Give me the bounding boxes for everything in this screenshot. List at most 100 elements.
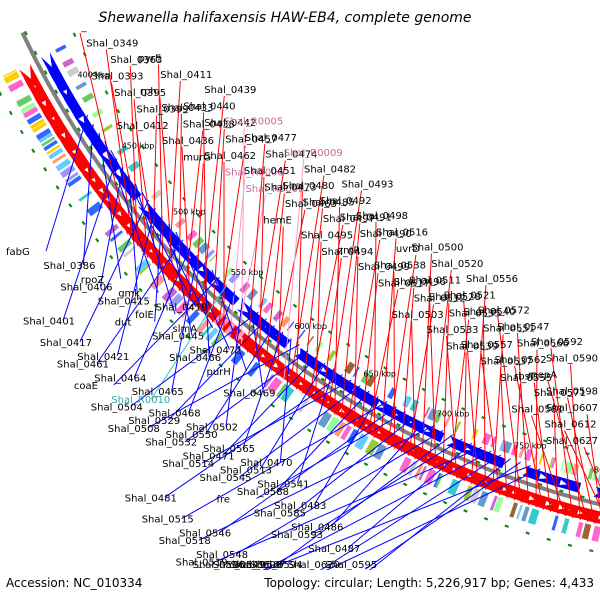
- cog-block-outer: [16, 94, 33, 108]
- cog-block-outer: [317, 411, 333, 429]
- gene-label: Shal_0520: [431, 259, 483, 270]
- leader-line: [567, 397, 596, 524]
- gene-label: Shal_0493: [342, 180, 394, 191]
- gene-label: Shal_R0009: [284, 148, 343, 159]
- gene-label: Shal_0477: [245, 133, 297, 144]
- gene-label: Shal_0500: [411, 243, 463, 254]
- gene-label: hemE: [263, 216, 292, 227]
- rna-feature: [224, 322, 236, 335]
- gene-label: Shal_0494: [321, 247, 373, 258]
- gene-label: Shal_0470: [240, 458, 292, 469]
- gene-label: Shal_0515: [142, 515, 194, 526]
- gene-label: Shal_0492: [320, 196, 372, 207]
- gene-label: Shal_0499: [358, 262, 410, 273]
- leader-line: [327, 190, 362, 411]
- forward-gene-arrow: [431, 455, 456, 475]
- leader-line: [135, 183, 176, 315]
- forward-gene-arrow: [228, 326, 259, 354]
- cog-block-outer: [64, 171, 79, 183]
- leader-line: [130, 311, 259, 407]
- gene-label: Shal_0504: [91, 402, 143, 413]
- leader-line: [178, 113, 182, 291]
- gene-label: gmk: [118, 289, 140, 300]
- leader-line: [314, 241, 322, 403]
- gene-label: Shal_0412: [117, 121, 169, 132]
- cog-block-inner: [524, 448, 533, 461]
- gene-label: Shal_0585: [254, 508, 306, 519]
- gene-label: Shal_0482: [304, 165, 356, 176]
- cog-block-outer: [280, 386, 295, 403]
- leader-line: [535, 349, 538, 508]
- gene-label: Shal_0627: [546, 436, 598, 447]
- gene-label: Shal_0462: [204, 151, 256, 162]
- leader-line: [290, 454, 502, 590]
- reverse-gene-arrow: [63, 93, 86, 120]
- gene-label: Shal_0401: [23, 317, 75, 328]
- cog-block-inner: [228, 272, 240, 284]
- cog-block-outer: [48, 147, 64, 160]
- gene-label: Shal_0491: [340, 213, 392, 224]
- leader-line: [387, 254, 417, 446]
- cog-block-outer: [86, 201, 103, 217]
- leader-line: [215, 446, 482, 563]
- leader-line: [497, 316, 522, 503]
- leader-line: [218, 406, 397, 534]
- gene-label: Shal_0533: [427, 325, 479, 336]
- rna-feature: [213, 312, 224, 325]
- gene-label: Shal_0465: [132, 387, 184, 398]
- reverse-gene-arrow: [247, 311, 269, 331]
- cog-block-inner: [91, 108, 104, 119]
- gene-label: Shal_0490: [360, 229, 412, 240]
- gene-label: Shal_0516: [376, 228, 428, 239]
- cog-block-inner: [454, 421, 462, 433]
- cog-block-outer: [30, 118, 45, 130]
- leader-line: [428, 286, 437, 469]
- cog-block-inner: [549, 456, 554, 468]
- gene-label: Shal_0541: [257, 479, 309, 490]
- cog-block-outer: [123, 245, 137, 258]
- leader-line: [330, 420, 425, 527]
- gene-label: fabG: [6, 247, 30, 258]
- feature-tracks: [0, 12, 600, 554]
- accession-text: Accession: NC_010334: [6, 576, 142, 590]
- label-leader-lines: [45, 32, 600, 600]
- gene-label: Shal_0607: [546, 403, 598, 414]
- leader-line: [279, 338, 292, 462]
- cog-block-outer: [32, 122, 47, 133]
- leader-line: [310, 438, 463, 535]
- scale-tick-700-kbp: 700 kbp: [437, 409, 470, 418]
- scale-tick-400-kbp: 400 kbp: [77, 71, 110, 80]
- gene-label: Shal_0463: [285, 199, 337, 210]
- gene-label: dut: [115, 318, 132, 329]
- cog-block-outer: [334, 421, 347, 437]
- leader-line: [407, 304, 435, 456]
- leader-line: [201, 379, 352, 464]
- gene-label: purH: [207, 367, 231, 378]
- cog-block-inner: [116, 145, 129, 156]
- gene-label: slmA: [173, 324, 198, 335]
- gene-label: Shal_0480: [282, 181, 334, 192]
- cog-block-inner: [365, 374, 377, 388]
- forward-gene-arrow: [366, 421, 392, 444]
- reverse-gene-arrow: [207, 275, 232, 299]
- gene-label: Shal_0551: [483, 324, 535, 335]
- leader-line: [564, 430, 600, 508]
- gene-label: Shal_0571: [534, 388, 586, 399]
- forward-gene-arrow: [90, 178, 113, 202]
- gene-label: murG: [183, 153, 211, 164]
- cog-block-inner: [344, 361, 356, 375]
- forward-gene-arrow: [414, 446, 440, 468]
- leader-line: [428, 269, 452, 466]
- cog-block-outer: [67, 175, 82, 188]
- forward-gene-arrow: [97, 187, 124, 217]
- cog-block-outer: [325, 416, 340, 433]
- gene-label: Shal_0566: [517, 339, 569, 350]
- gene-label: Shal_0445: [152, 332, 204, 343]
- gene-label: Shal_R0005: [224, 117, 283, 128]
- gene-label: Shal_0511: [409, 276, 461, 287]
- cog-block-outer: [489, 495, 498, 511]
- cog-block-outer: [575, 521, 584, 538]
- gene-label: Shal_0572: [478, 306, 530, 317]
